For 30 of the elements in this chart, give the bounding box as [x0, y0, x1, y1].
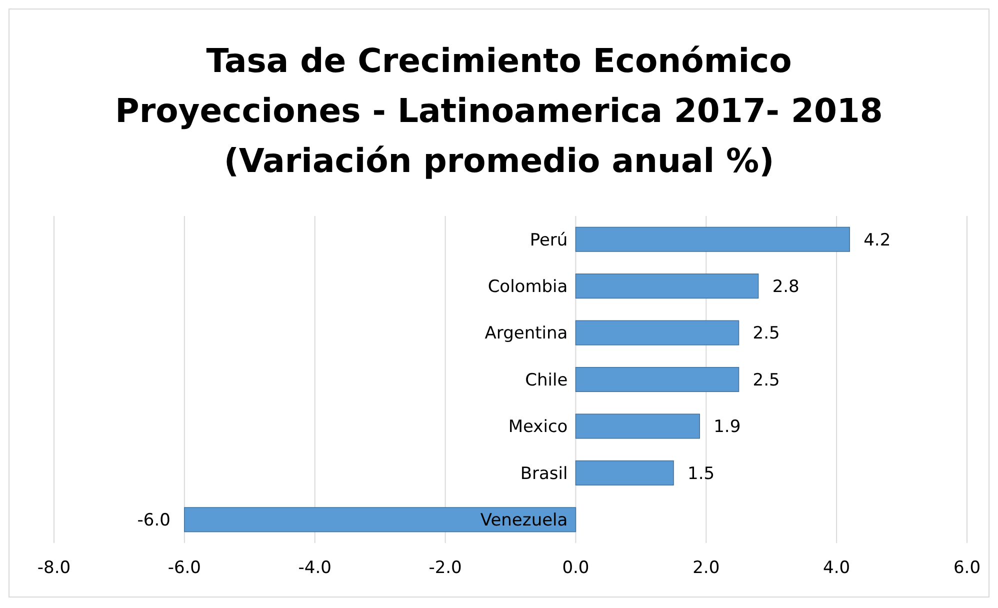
x-tick-label: -2.0 — [428, 558, 462, 578]
x-tick-label: -6.0 — [168, 558, 202, 578]
x-tick-label: 4.0 — [823, 558, 850, 578]
data-label: 1.5 — [688, 464, 715, 484]
y-tick-label: Colombia — [488, 277, 568, 298]
x-tick-label: 0.0 — [562, 558, 590, 578]
data-label: 1.9 — [714, 417, 741, 438]
data-label: 2.5 — [752, 324, 780, 344]
x-tick-label: -8.0 — [37, 558, 71, 578]
bar — [575, 274, 759, 299]
y-tick-label: Venezuela — [480, 510, 568, 531]
bar — [184, 507, 576, 532]
y-tick-label: Mexico — [508, 417, 568, 438]
data-label: 2.5 — [752, 370, 780, 390]
bar — [575, 460, 674, 486]
y-tick-label: Perú — [530, 230, 568, 250]
y-tick-label: Chile — [525, 370, 568, 390]
x-tick-label: 6.0 — [953, 558, 981, 578]
bar — [575, 414, 700, 439]
bar — [575, 226, 850, 252]
x-tick-label: 2.0 — [692, 558, 720, 578]
data-label: -6.0 — [137, 510, 170, 531]
data-label: 2.8 — [772, 277, 800, 298]
y-tick-label: Argentina — [484, 324, 568, 344]
bar — [575, 366, 740, 392]
bar — [575, 320, 740, 346]
data-label: 4.2 — [864, 230, 891, 250]
x-tick-label: -4.0 — [298, 558, 332, 578]
chart-title: Tasa de Crecimiento Económico Proyecciones - Latinoamerica 2017- 2018 (Variación promedio anual %) — [115, 41, 883, 180]
y-tick-label: Brasil — [520, 464, 568, 484]
